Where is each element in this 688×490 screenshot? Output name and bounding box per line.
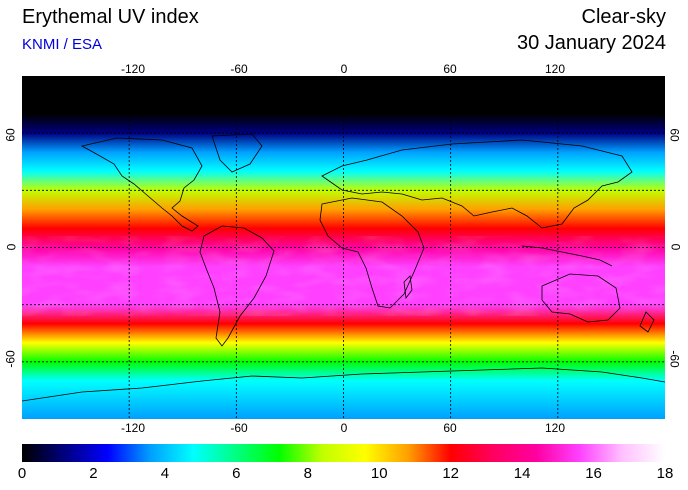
lat-tick-right: 0 — [668, 243, 683, 251]
lat-tick-left: -60 — [3, 350, 18, 368]
colorbar-tick: 14 — [513, 465, 531, 482]
lat-tick-left: 0 — [4, 243, 19, 251]
lon-tick-bottom: 60 — [443, 421, 457, 435]
lon-tick-top: 0 — [340, 62, 348, 76]
lon-tick-bottom: -60 — [230, 421, 248, 435]
colorbar-tick: 4 — [160, 465, 170, 482]
sky-mode-label: Clear-sky — [581, 6, 666, 28]
colorbar-tick: 10 — [370, 465, 388, 482]
colorbar-tick: 0 — [17, 465, 27, 482]
coastlines — [22, 133, 665, 402]
map-title: Erythemal UV index — [22, 6, 199, 28]
lon-tick-top: -60 — [230, 62, 248, 76]
lat-tick-right: 60 — [667, 128, 682, 142]
colorbar-tick: 12 — [442, 465, 459, 482]
colorbar-tick: 18 — [656, 465, 674, 482]
lon-tick-top: -120 — [120, 62, 146, 76]
lon-tick-top: 120 — [544, 62, 566, 76]
lon-tick-bottom: -120 — [120, 421, 146, 435]
uv-index-map — [22, 76, 665, 419]
colorbar-tick: 6 — [232, 465, 241, 482]
source-label: KNMI / ESA — [22, 36, 103, 53]
colorbar-tick: 2 — [89, 465, 98, 482]
colorbar-tick: 8 — [303, 465, 312, 482]
lon-tick-top: 60 — [443, 62, 457, 76]
colorbar-tick: 16 — [585, 465, 602, 482]
lon-tick-bottom: 0 — [340, 421, 348, 435]
lat-tick-left: 60 — [3, 128, 18, 142]
graticule-lines — [22, 76, 665, 419]
date-label: 30 January 2024 — [516, 32, 666, 54]
lat-tick-right: -60 — [667, 350, 682, 368]
uv-colorbar — [22, 444, 665, 462]
colorbar-gradient — [22, 444, 665, 462]
lon-tick-bottom: 120 — [544, 421, 566, 435]
